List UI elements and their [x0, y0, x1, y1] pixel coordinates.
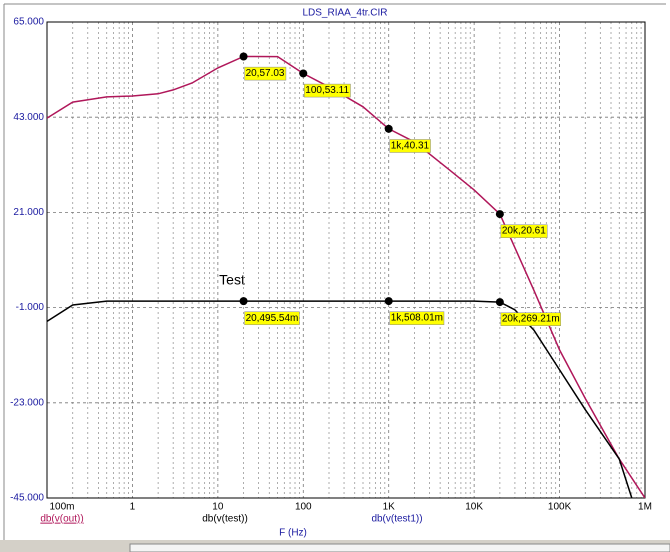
data-label: 20k,269.21m	[502, 314, 560, 325]
y-tick-label: 21.000	[13, 207, 44, 218]
marker	[299, 69, 308, 78]
data-label-box	[389, 311, 445, 325]
chart-title: LDS_RIAA_4tr.CIR	[302, 8, 387, 19]
series-line	[47, 300, 633, 498]
y-tick-label: 65.000	[13, 17, 44, 28]
x-tick-label: 100K	[548, 502, 572, 513]
x-tick-label: 100	[295, 502, 312, 513]
x-tick-label: 10K	[465, 502, 483, 513]
data-label-box	[389, 139, 431, 153]
data-label: 20,57.03	[246, 68, 285, 79]
x-axis-label: F (Hz)	[279, 528, 307, 539]
x-tick-label: 1M	[638, 502, 652, 513]
data-label-box	[500, 312, 561, 326]
y-tick-label: -45.000	[10, 493, 44, 504]
data-label: 100,53.11	[305, 85, 349, 96]
legend-label: db(v(test))	[202, 514, 248, 525]
marker	[495, 210, 504, 219]
data-label: 20k,20.61	[502, 226, 546, 237]
marker	[384, 297, 393, 306]
annotation: Test	[219, 272, 245, 288]
x-tick-label: 100m	[49, 502, 74, 513]
data-label: 1k,40.31	[391, 140, 430, 151]
plot-border	[46, 21, 646, 499]
data-label-box	[244, 66, 287, 81]
legend-label: db(v(test1))	[371, 514, 422, 525]
scrollbar[interactable]	[129, 543, 670, 552]
x-tick-label: 1	[130, 502, 136, 513]
y-tick-label: 43.000	[13, 112, 44, 123]
x-tick-label: 10	[212, 502, 224, 513]
data-label: 1k,508.01m	[391, 313, 443, 324]
marker	[384, 124, 393, 133]
marker	[239, 52, 248, 61]
marker	[239, 297, 248, 306]
data-label-box	[244, 311, 300, 326]
marker	[495, 298, 504, 307]
data-label: 20,495.54m	[246, 313, 299, 324]
data-label-box	[304, 83, 351, 98]
y-tick-label: -23.000	[10, 397, 44, 408]
y-tick-label: -1.000	[16, 302, 45, 313]
x-tick-label: 1K	[383, 502, 396, 513]
data-label-box	[500, 224, 548, 238]
legend-label: db(v(out))	[40, 514, 83, 525]
